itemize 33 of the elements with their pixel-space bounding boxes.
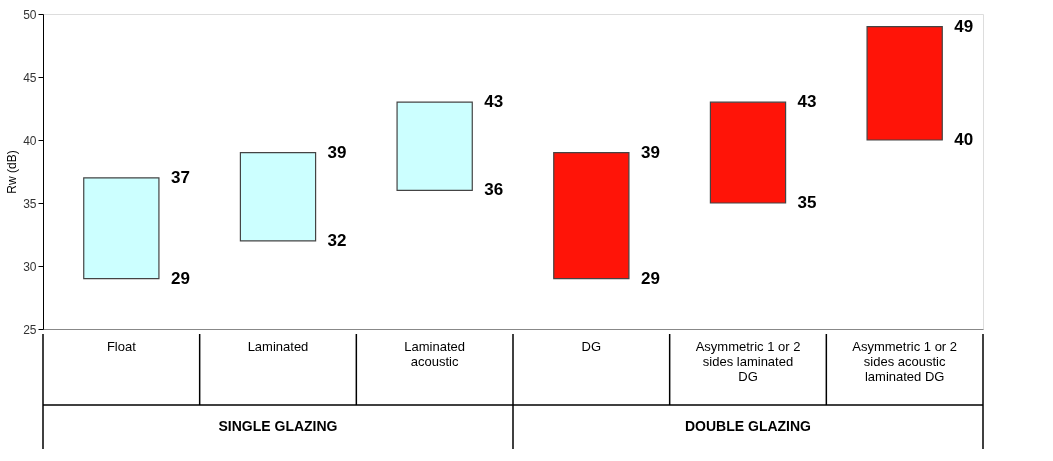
- x-tick-label: Asymmetric 1 or 2 sides laminated DG: [695, 339, 801, 384]
- annotation: 37: [170, 167, 190, 187]
- annotation: 29: [640, 268, 660, 288]
- y-tick-label: 45: [23, 70, 37, 85]
- x-tick-label: Float: [106, 339, 137, 354]
- y-tick-label: 35: [23, 196, 37, 211]
- y-tick-label: 40: [23, 133, 37, 148]
- annotation: 35: [797, 193, 817, 212]
- y-tick-label: 25: [23, 322, 37, 337]
- annotation: 49: [954, 16, 974, 36]
- y-tick-label: 30: [23, 259, 37, 274]
- bar: [396, 101, 473, 191]
- text: DOUBLE GLAZING: [685, 418, 812, 434]
- annotation: 29: [170, 268, 190, 288]
- bar: [239, 152, 317, 242]
- x-tick-label: Laminated acoustic: [404, 339, 466, 369]
- annotation: 32: [327, 230, 347, 250]
- annotation: 43: [797, 92, 817, 112]
- annotation: 39: [640, 142, 660, 162]
- x-tick-label: Laminated: [247, 339, 309, 354]
- text: SINGLE GLAZING: [218, 418, 338, 434]
- bar: [709, 101, 787, 204]
- bar: [83, 177, 160, 280]
- x-tick-label: Asymmetric 1 or 2 sides acoustic laminated DG: [852, 339, 958, 384]
- y-tick-label: 50: [23, 7, 37, 22]
- annotation: 40: [954, 130, 974, 149]
- annotation: 36: [484, 180, 504, 200]
- bar: [866, 26, 943, 141]
- annotation: 43: [484, 92, 504, 112]
- x-tick-label: DG: [581, 339, 602, 354]
- annotation: 39: [327, 142, 347, 162]
- y-axis-title: Rw (dB): [5, 150, 20, 194]
- bar: [553, 152, 630, 280]
